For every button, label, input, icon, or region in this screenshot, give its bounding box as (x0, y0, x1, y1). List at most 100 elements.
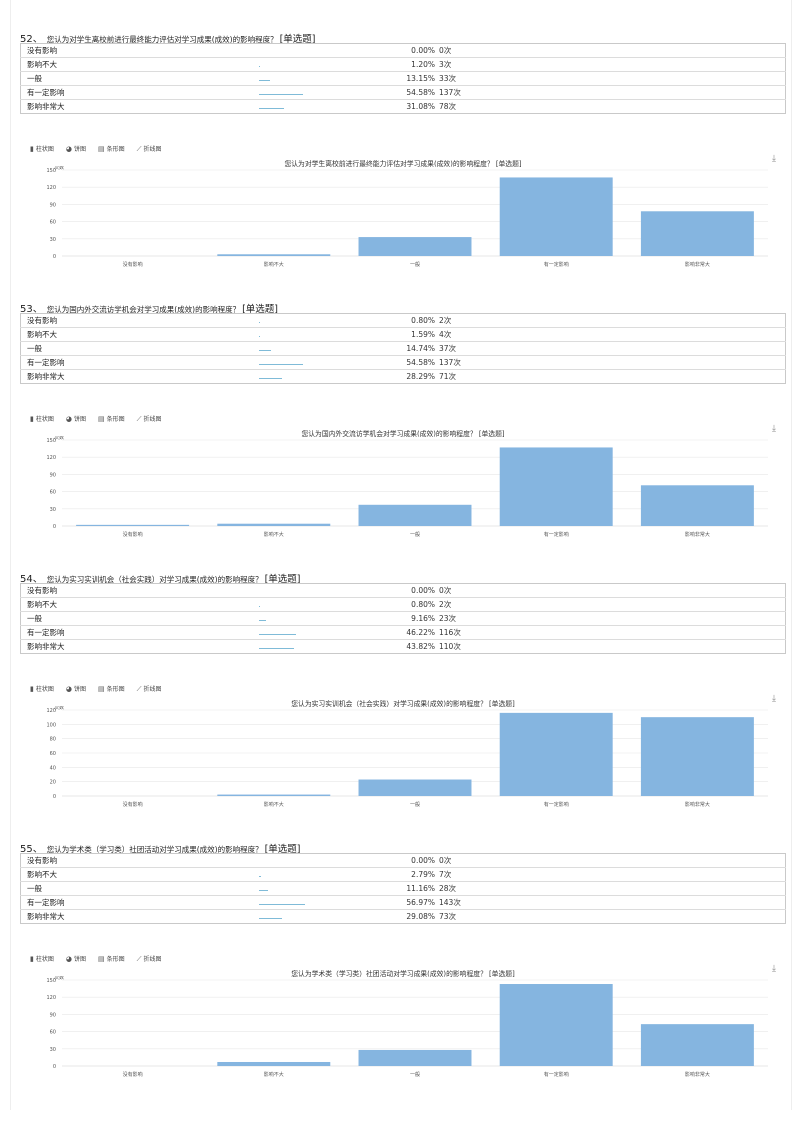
tab-horizontal-bar[interactable]: ▤ 条形图 (98, 685, 125, 693)
percent-value: 56.97% (339, 895, 437, 910)
tab-horizontal-bar[interactable]: ▤ 条形图 (98, 145, 125, 153)
download-icon[interactable]: ⤓ (772, 154, 776, 164)
tab-pie-chart[interactable]: ◕ 饼图 (65, 955, 86, 963)
y-tick-label: 120 (46, 455, 56, 461)
x-tick-label: 有一定影响 (544, 801, 569, 808)
percent-value: 1.20% (339, 57, 437, 72)
bar-2 (358, 1049, 472, 1066)
share-bar (259, 606, 260, 607)
horizontal-bar-icon: ▤ (98, 145, 105, 153)
table-row: 有一定影响 56.97% 143次 (20, 895, 786, 910)
tab-bar-chart[interactable]: ▮ 柱状图 (30, 415, 54, 423)
share-bar (259, 904, 305, 905)
x-tick-label: 有一定影响 (544, 261, 569, 268)
count-value: 110次 (439, 642, 461, 651)
y-tick-label: 0 (53, 794, 56, 800)
x-tick-label: 没有影响 (123, 801, 143, 808)
table-row: 影响非常大 28.29% 71次 (21, 370, 786, 384)
question-number: 53、 (20, 304, 43, 315)
tab-horizontal-bar[interactable]: ▤ 条形图 (98, 955, 125, 963)
percent-value: 54.58% (339, 85, 437, 100)
table-row: 影响非常大 29.08% 73次 (21, 910, 786, 924)
option-label: 一般 (20, 881, 259, 896)
question-title: 52、 您认为对学生离校前进行最终能力评估对学习成果(成效)的影响程度？ [单选题] (20, 30, 316, 45)
tab-label: 柱状图 (35, 146, 54, 153)
question-section: 55、 您认为学术类（学习类）社团活动对学习成果(成效)的影响程度？ [单选题] 没有… (20, 840, 786, 1108)
download-icon[interactable]: ⤓ (772, 424, 776, 434)
table-row: 有一定影响 46.22% 116次 (20, 625, 786, 640)
question-title: 53、 您认为国内外交流访学机会对学习成果(成效)的影响程度？ [单选题] (20, 300, 278, 315)
share-bar (259, 364, 303, 365)
bar-3 (499, 447, 613, 526)
tab-line-chart[interactable]: ⟋ 折线图 (137, 145, 162, 153)
question-title: 54、 您认为实习实训机会（社会实践）对学习成果(成效)的影响程度？ [单选题] (20, 570, 301, 585)
share-bar-cell (259, 313, 339, 328)
bar-chart: 次数 0 30 60 90 120 150 没有影响 影响不大 一般 有一定影响 影响非常大 (46, 166, 768, 268)
x-tick-label: 一般 (410, 261, 420, 268)
pie-chart-icon: ◕ (65, 955, 72, 963)
y-tick-label: 60 (50, 1030, 56, 1036)
count-value: 37次 (437, 341, 786, 356)
share-bar (259, 876, 262, 877)
answer-stats-table: 没有影响 0.00% 0次 影响不大 0.80% 2次 一般 9.16% 23次 有一定影响 46.… (20, 583, 786, 654)
table-row: 影响不大 1.59% 4次 (20, 327, 786, 342)
line-chart-icon: ⟋ (136, 685, 142, 693)
share-bar-cell (259, 85, 339, 100)
download-icon[interactable]: ⤓ (772, 964, 776, 974)
tab-label: 柱状图 (35, 416, 54, 423)
tab-label: 饼图 (73, 146, 86, 153)
tab-label: 条形图 (106, 956, 125, 963)
question-type-tag: [单选题] (242, 304, 279, 315)
option-label: 有一定影响 (20, 85, 259, 100)
bar-4 (640, 485, 754, 526)
count-value: 3次 (437, 57, 786, 72)
tab-line-chart[interactable]: ⟋ 折线图 (137, 955, 162, 963)
bar-chart-icon: ▮ (30, 145, 34, 153)
y-tick-label: 80 (50, 737, 56, 743)
tab-pie-chart[interactable]: ◕ 饼图 (66, 685, 86, 693)
question-title: 55、 您认为学术类（学习类）社团活动对学习成果(成效)的影响程度？ [单选题] (20, 840, 301, 855)
share-bar-cell (259, 327, 339, 342)
y-tick-label: 0 (53, 254, 56, 260)
count-value: 137次 (437, 355, 786, 370)
table-row: 一般 11.16% 28次 (20, 881, 786, 896)
y-tick-label: 120 (46, 995, 56, 1001)
tab-bar-chart[interactable]: ▮ 柱状图 (30, 145, 54, 153)
chart-title: 您认为学术类（学习类）社团活动对学习成果(成效)的影响程度？ [单选题] (291, 970, 515, 978)
count-value: 28次 (437, 881, 786, 896)
share-bar (259, 66, 260, 67)
percent-value: 0.00% (339, 43, 437, 58)
percent-value: 31.08% (406, 102, 435, 111)
share-bar-cell (259, 100, 339, 114)
download-icon[interactable]: ⤓ (772, 694, 776, 704)
x-tick-label: 影响不大 (264, 261, 284, 268)
tab-bar-chart[interactable]: ▮ 柱状图 (30, 685, 54, 693)
bar-4 (640, 717, 754, 796)
tab-label: 条形图 (106, 146, 125, 153)
tab-bar-chart[interactable]: ▮ 柱状图 (30, 955, 54, 963)
tab-line-chart[interactable]: ⟋ 折线图 (136, 685, 162, 693)
tab-label: 条形图 (106, 416, 125, 423)
y-tick-label: 40 (50, 765, 56, 771)
answer-stats-table: 没有影响 0.80% 2次 影响不大 1.59% 4次 一般 14.74% 37次 有一定影响 54… (20, 313, 786, 384)
tab-line-chart[interactable]: ⟋ 折线图 (137, 415, 162, 423)
tab-pie-chart[interactable]: ◕ 饼图 (66, 415, 86, 423)
question-number: 52、 (20, 34, 43, 45)
y-tick-label: 90 (50, 472, 56, 478)
tab-horizontal-bar[interactable]: ▤ 条形图 (98, 415, 125, 423)
share-bar-cell (259, 341, 339, 356)
page-border-right (791, 0, 792, 1110)
bar-2 (358, 504, 472, 526)
chart-title: 您认为对学生离校前进行最终能力评估对学习成果(成效)的影响程度？ [单选题] (284, 160, 522, 168)
tab-pie-chart[interactable]: ◕ 饼图 (66, 145, 86, 153)
chart-title: 您认为国内外交流访学机会对学习成果(成效)的影响程度？ [单选题] (301, 430, 505, 438)
percent-value: 13.15% (339, 71, 437, 86)
option-label: 影响非常大 (27, 372, 65, 381)
count-value: 7次 (437, 867, 786, 882)
x-tick-label: 没有影响 (123, 261, 143, 268)
horizontal-bar-icon: ▤ (98, 955, 105, 963)
y-tick-label: 150 (46, 978, 56, 984)
tab-label: 柱状图 (35, 686, 54, 693)
question-number: 54、 (20, 574, 43, 585)
table-row: 有一定影响 54.58% 137次 (20, 355, 786, 370)
